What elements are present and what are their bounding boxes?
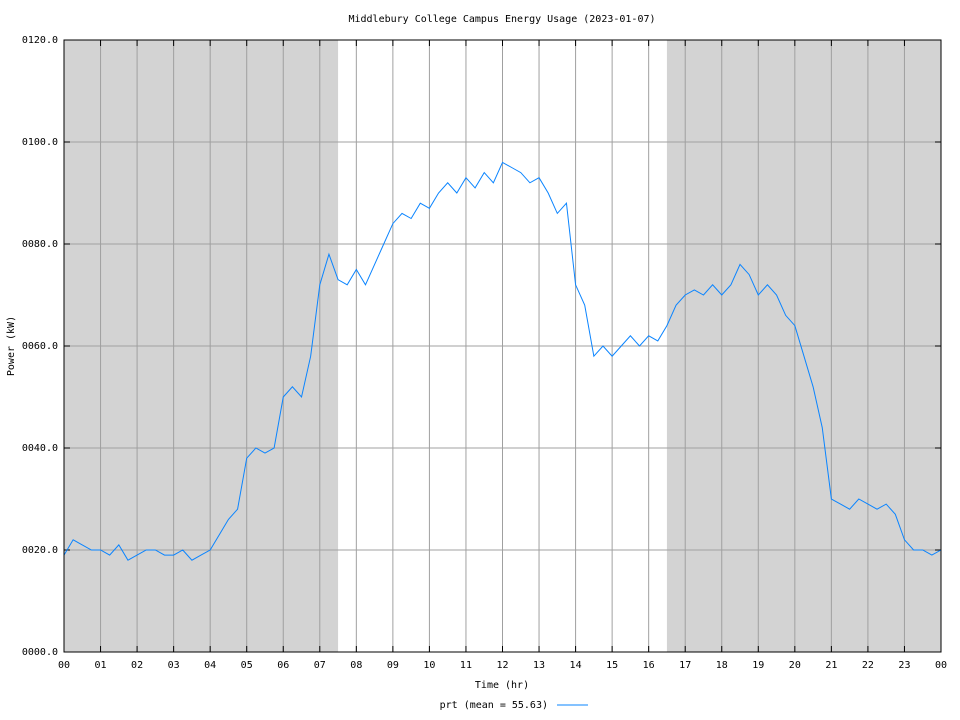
x-axis-label: Time (hr) [475, 680, 529, 691]
x-tick-label: 06 [277, 660, 289, 671]
x-tick-label: 07 [314, 660, 326, 671]
y-tick-label: 0120.0 [22, 35, 58, 46]
y-tick-label: 0020.0 [22, 545, 58, 556]
x-tick-label: 00 [935, 660, 947, 671]
x-tick-label: 01 [95, 660, 107, 671]
x-tick-label: 20 [789, 660, 801, 671]
x-tick-label: 13 [533, 660, 545, 671]
plot-frame [63, 39, 942, 653]
x-tick-label: 23 [898, 660, 910, 671]
x-tick-label: 22 [862, 660, 874, 671]
x-tick-label: 09 [387, 660, 399, 671]
y-tick-label: 0060.0 [22, 341, 58, 352]
x-tick-label: 19 [752, 660, 764, 671]
legend-label: prt (mean = 55.63) [440, 700, 548, 711]
x-tick-label: 16 [643, 660, 655, 671]
x-tick-label: 00 [58, 660, 70, 671]
x-tick-label: 03 [168, 660, 180, 671]
x-tick-label: 11 [460, 660, 472, 671]
x-tick-label: 02 [131, 660, 143, 671]
x-tick-label: 21 [825, 660, 837, 671]
y-tick-label: 0000.0 [22, 647, 58, 658]
x-tick-label: 14 [570, 660, 582, 671]
x-tick-label: 12 [496, 660, 508, 671]
x-tick-label: 05 [241, 660, 253, 671]
y-tick-label: 0100.0 [22, 137, 58, 148]
y-tick-label: 0080.0 [22, 239, 58, 250]
x-tick-label: 18 [716, 660, 728, 671]
x-tick-label: 17 [679, 660, 691, 671]
x-tick-label: 04 [204, 660, 216, 671]
chart-title: Middlebury College Campus Energy Usage (… [348, 14, 655, 25]
y-tick-label: 0040.0 [22, 443, 58, 454]
data-line [63, 161, 942, 561]
x-tick-label: 10 [423, 660, 435, 671]
x-tick-label: 15 [606, 660, 618, 671]
x-tick-label: 08 [350, 660, 362, 671]
y-axis-label: Power (kW) [6, 316, 17, 376]
